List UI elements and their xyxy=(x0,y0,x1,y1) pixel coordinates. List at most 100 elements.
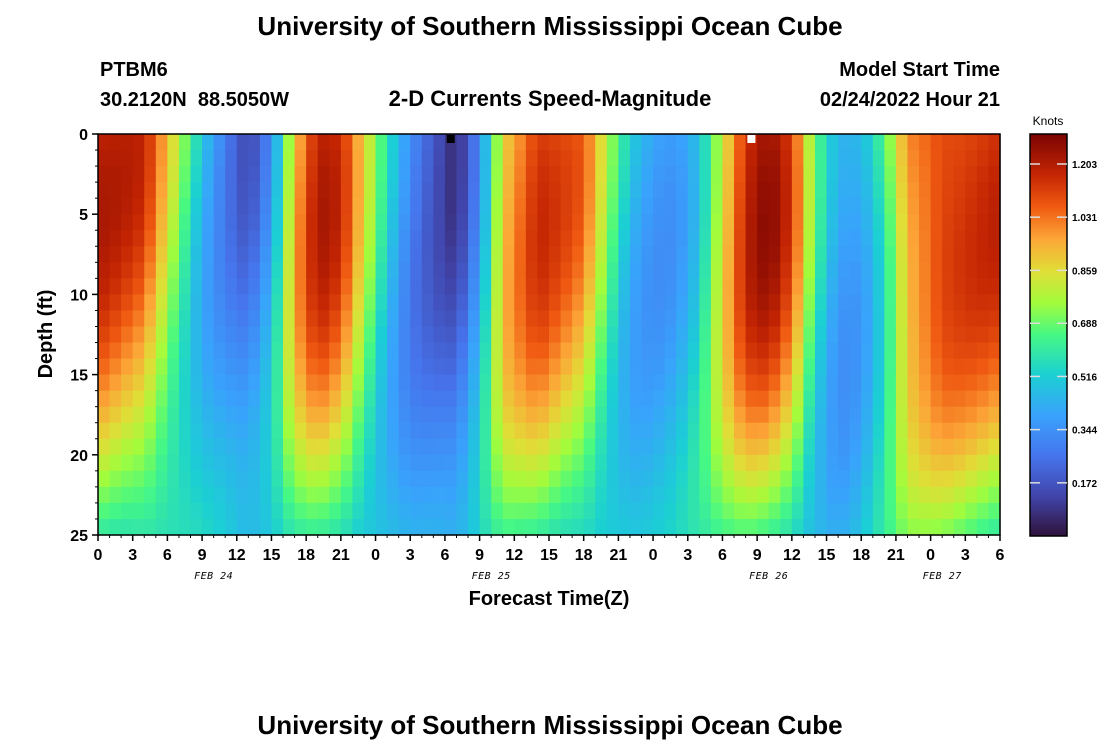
heatmap-cell xyxy=(248,182,261,199)
heatmap-cell xyxy=(757,278,770,295)
heatmap-cell xyxy=(988,198,1001,215)
heatmap-cell xyxy=(525,374,539,392)
heatmap-cell xyxy=(98,150,111,167)
heatmap-cell xyxy=(317,390,330,408)
heatmap-cell xyxy=(317,406,330,424)
heatmap-cell xyxy=(121,214,134,231)
heatmap-cell xyxy=(826,182,839,199)
heatmap-cell xyxy=(965,262,978,279)
heatmap-cell xyxy=(595,454,608,472)
heatmap-cell xyxy=(895,502,909,520)
heatmap-cell xyxy=(618,150,631,167)
heatmap-cell xyxy=(213,262,226,279)
heatmap-cell xyxy=(283,166,296,183)
heatmap-cell xyxy=(387,390,400,408)
heatmap-cell xyxy=(745,326,758,344)
heatmap-cell xyxy=(98,390,111,408)
heatmap-cell xyxy=(549,230,562,247)
heatmap-cell xyxy=(687,246,700,263)
heatmap-cell xyxy=(248,134,261,151)
heatmap-cell xyxy=(155,134,168,151)
heatmap-cell xyxy=(387,454,400,472)
heatmap-cell xyxy=(178,390,192,408)
heatmap-cell xyxy=(791,358,805,376)
heatmap-cell xyxy=(121,262,134,279)
heatmap-cell xyxy=(213,198,226,215)
heatmap-cell xyxy=(710,262,724,279)
heatmap-cell xyxy=(479,166,492,183)
heatmap-cell xyxy=(352,342,365,360)
x-tick-label: 6 xyxy=(718,547,727,564)
heatmap-cell xyxy=(618,486,631,504)
heatmap-cell xyxy=(525,470,539,488)
heatmap-cell xyxy=(537,326,550,344)
heatmap-cell xyxy=(225,182,238,199)
heatmap-cell xyxy=(479,486,492,504)
heatmap-cell xyxy=(178,310,192,328)
heatmap-cell xyxy=(560,438,573,456)
heatmap-cell xyxy=(352,358,365,376)
model-start-label: Model Start Time xyxy=(839,59,1000,81)
heatmap-cell xyxy=(410,214,423,231)
heatmap-cell xyxy=(329,182,342,199)
heatmap-cell xyxy=(109,326,122,344)
heatmap-cell xyxy=(398,198,411,215)
heatmap-cell xyxy=(283,422,296,440)
heatmap-cell xyxy=(791,454,805,472)
heatmap-cell xyxy=(456,134,469,151)
heatmap-cell xyxy=(421,198,434,215)
heatmap-cell xyxy=(699,326,712,344)
heatmap-cell xyxy=(826,310,839,328)
heatmap-cell xyxy=(919,246,932,263)
x-tick-label: 18 xyxy=(297,547,315,564)
heatmap-cell xyxy=(907,230,920,247)
heatmap-cell xyxy=(306,198,319,215)
heatmap-cell xyxy=(387,182,400,199)
heatmap-cell xyxy=(583,278,596,295)
heatmap-cell xyxy=(722,422,735,440)
heatmap-cell xyxy=(872,486,885,504)
heatmap-cell xyxy=(178,150,192,167)
heatmap-cell xyxy=(433,358,446,376)
heatmap-cell xyxy=(98,182,111,199)
heatmap-cell xyxy=(363,278,377,295)
heatmap-cell xyxy=(514,518,527,536)
heatmap-cell xyxy=(444,310,458,328)
x-tick-label: 12 xyxy=(505,547,523,564)
heatmap-cell xyxy=(919,502,932,520)
heatmap-cell xyxy=(132,150,145,167)
heatmap-cell xyxy=(109,262,122,279)
heatmap-cell xyxy=(653,502,666,520)
heatmap-cell xyxy=(444,182,458,199)
heatmap-cell xyxy=(722,166,735,183)
heatmap-cell xyxy=(965,246,978,263)
heatmap-cell xyxy=(202,422,215,440)
heatmap-cell xyxy=(549,326,562,344)
heatmap-cell xyxy=(919,358,932,376)
heatmap-cell xyxy=(768,246,781,263)
heatmap-cell xyxy=(861,166,874,183)
heatmap-cell xyxy=(710,390,724,408)
heatmap-cell xyxy=(919,134,932,151)
heatmap-cell xyxy=(768,406,781,424)
heatmap-cell xyxy=(387,422,400,440)
heatmap-cell xyxy=(953,518,966,536)
date-label: FEB 25 xyxy=(472,571,511,582)
heatmap-cell xyxy=(514,246,527,263)
heatmap-cell xyxy=(294,214,307,231)
heatmap-cell xyxy=(849,406,862,424)
heatmap-cell xyxy=(410,134,423,151)
heatmap-cell xyxy=(734,246,747,263)
heatmap-cell xyxy=(572,454,585,472)
heatmap-cell xyxy=(629,278,643,295)
heatmap-cell xyxy=(919,406,932,424)
heatmap-cell xyxy=(653,326,666,344)
heatmap-cell xyxy=(479,214,492,231)
heatmap-cell xyxy=(942,246,955,263)
heatmap-cell xyxy=(965,470,978,488)
heatmap-cell xyxy=(178,246,192,263)
heatmap-cell xyxy=(687,470,700,488)
heatmap-cell xyxy=(178,422,192,440)
heatmap-cell xyxy=(699,486,712,504)
heatmap-cell xyxy=(664,502,677,520)
